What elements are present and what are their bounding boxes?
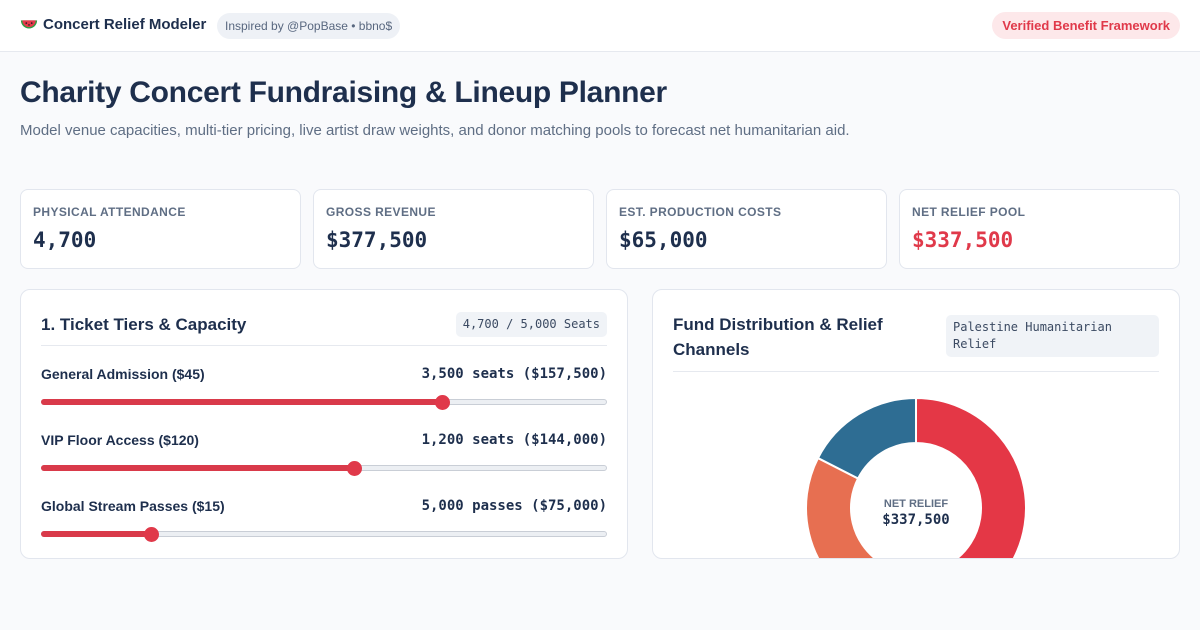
kpi-card-net-relief: NET RELIEF POOL $337,500 [899, 189, 1180, 269]
divider [41, 345, 607, 346]
capacity-badge: 4,700 / 5,000 Seats [455, 312, 607, 337]
donut-slice-4[interactable] [816, 396, 917, 480]
slider-thumb[interactable] [346, 461, 362, 476]
tier-value: 1,200 seats ($144,000) [421, 432, 607, 448]
slider-thumb[interactable] [143, 527, 159, 542]
general-admission-slider[interactable] [41, 395, 607, 410]
relief-target-badge: Palestine Humanitarian Relief [946, 315, 1159, 357]
watermelon-icon [20, 20, 38, 29]
page-title: Charity Concert Fundraising & Lineup Pla… [20, 76, 667, 109]
donut-center-value: $337,500 [882, 512, 949, 528]
kpi-label: PHYSICAL ATTENDANCE [33, 205, 186, 219]
app-title: Concert Relief Modeler [43, 15, 207, 33]
tier-general-admission: General Admission ($45) 3,500 seats ($15… [41, 366, 607, 416]
kpi-card-production-costs: EST. PRODUCTION COSTS $65,000 [606, 189, 887, 269]
donut-slice-1[interactable] [882, 396, 1027, 559]
global-stream-slider[interactable] [41, 527, 607, 542]
slider-fill [41, 465, 353, 471]
donut-center-label: NET RELIEF [884, 498, 948, 510]
kpi-value: $65,000 [619, 228, 708, 252]
top-bar: Concert Relief Modeler Inspired by @PopB… [0, 0, 1200, 52]
tier-label: VIP Floor Access ($120) [41, 432, 199, 448]
tier-label: Global Stream Passes ($15) [41, 498, 225, 514]
tier-vip-floor: VIP Floor Access ($120) 1,200 seats ($14… [41, 432, 607, 482]
donut-slice-3[interactable] [805, 456, 878, 559]
slider-fill [41, 399, 442, 405]
tier-value: 5,000 passes ($75,000) [421, 498, 607, 514]
kpi-value: $337,500 [912, 228, 1014, 252]
kpi-card-attendance: PHYSICAL ATTENDANCE 4,700 [20, 189, 301, 269]
panel-title: 1. Ticket Tiers & Capacity [41, 315, 247, 334]
tier-value: 3,500 seats ($157,500) [421, 366, 607, 382]
fund-distribution-panel: Fund Distribution & Relief Channels Pale… [652, 289, 1180, 559]
kpi-value: $377,500 [326, 228, 428, 252]
tier-global-stream: Global Stream Passes ($15) 5,000 passes … [41, 498, 607, 548]
panel-title: Fund Distribution & Relief Channels [673, 315, 883, 359]
kpi-label: EST. PRODUCTION COSTS [619, 205, 782, 219]
kpi-card-gross-revenue: GROSS REVENUE $377,500 [313, 189, 594, 269]
kpi-label: NET RELIEF POOL [912, 205, 1026, 219]
kpi-label: GROSS REVENUE [326, 205, 436, 219]
slider-thumb[interactable] [435, 395, 451, 410]
page-subtitle: Model venue capacities, multi-tier prici… [20, 122, 850, 139]
slider-fill [41, 531, 150, 537]
app-brand[interactable]: Concert Relief Modeler [20, 15, 206, 33]
kpi-value: 4,700 [33, 228, 97, 252]
fund-distribution-donut-chart: NET RELIEF $337,500 [805, 396, 1027, 559]
vip-floor-slider[interactable] [41, 461, 607, 476]
ticket-tiers-panel: 1. Ticket Tiers & Capacity 4,700 / 5,000… [20, 289, 628, 559]
divider [673, 371, 1159, 372]
verified-badge: Verified Benefit Framework [992, 12, 1180, 39]
inspired-badge: Inspired by @PopBase • bbno$ [217, 13, 401, 39]
tier-label: General Admission ($45) [41, 366, 205, 382]
